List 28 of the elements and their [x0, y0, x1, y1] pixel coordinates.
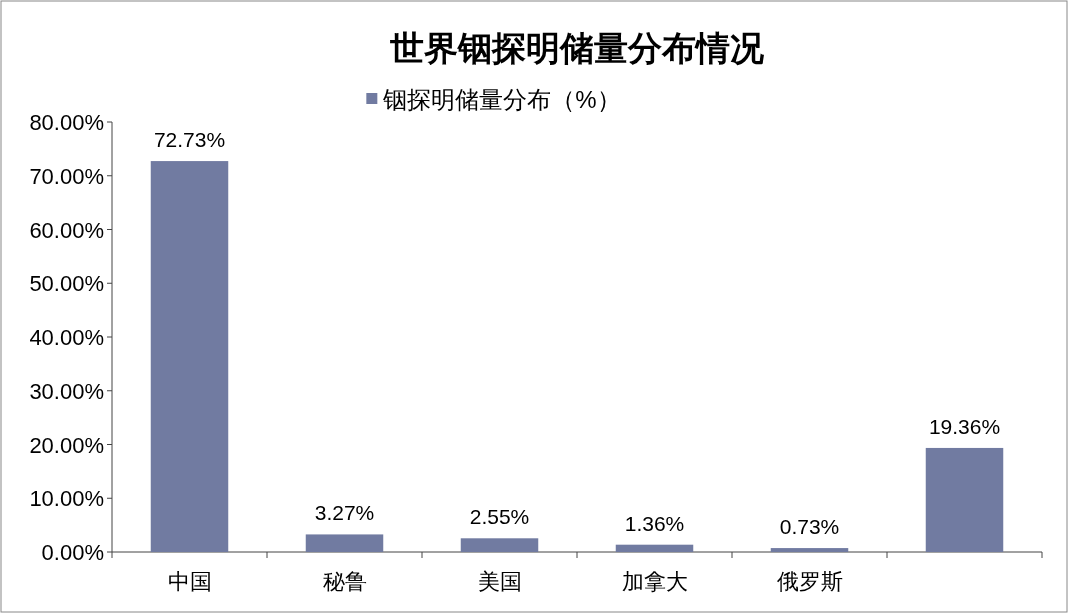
text: 1.36% — [624, 511, 685, 535]
bar — [305, 534, 384, 552]
bar — [150, 161, 229, 552]
text: 72.73% — [153, 128, 226, 152]
y-tick-label: 50.00% — [29, 271, 104, 297]
y-tick-label: 0.00% — [41, 540, 104, 565]
bar — [615, 544, 694, 552]
text: 3.27% — [314, 501, 375, 525]
x-tick-label: 美国 — [477, 569, 522, 594]
y-tick-label: 60.00% — [29, 217, 104, 243]
y-tick-label: 70.00% — [29, 163, 104, 189]
text: 0.73% — [779, 515, 840, 539]
chart-title: 世界铟探明储量分布情况 — [389, 30, 765, 67]
y-tick-label: 10.00% — [29, 486, 104, 512]
bar — [770, 548, 849, 552]
y-tick-label: 80.00% — [29, 110, 104, 135]
bar — [925, 447, 1004, 552]
bar — [460, 538, 539, 552]
y-tick-label: 30.00% — [29, 378, 104, 404]
x-tick-label: 中国 — [167, 569, 212, 594]
x-tick-label: 加拿大 — [621, 569, 688, 594]
text: 2.55% — [469, 505, 530, 529]
y-tick-label: 20.00% — [29, 432, 104, 458]
text: 19.36% — [928, 414, 1001, 438]
y-tick-label: 40.00% — [29, 325, 104, 350]
x-tick-label: 俄罗斯 — [776, 569, 843, 594]
x-tick-label: 秘鲁 — [322, 569, 367, 594]
legend-label: 铟探明储量分布（%） — [382, 86, 621, 113]
